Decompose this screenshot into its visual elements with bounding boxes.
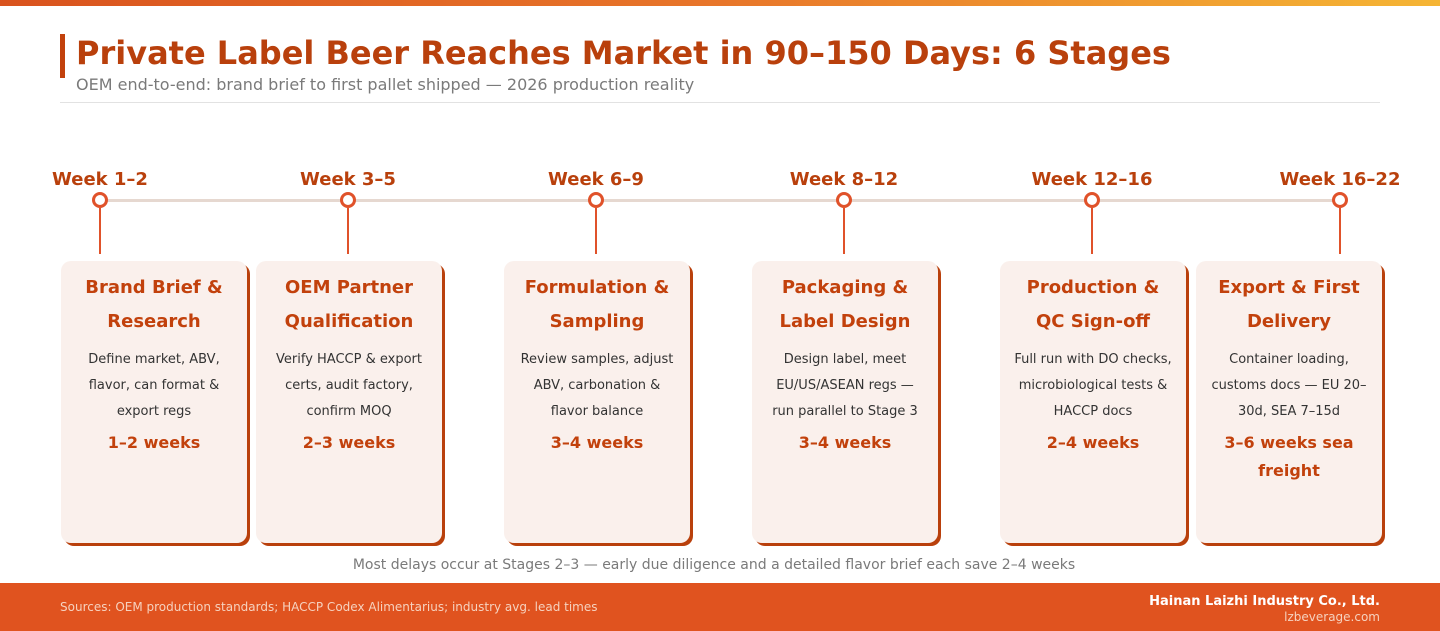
stage-4-description: Design label, meet EU/US/ASEAN regs — ru… [772,352,918,419]
stage-2-description: Verify HACCP & export certs, audit facto… [276,352,422,419]
stage-4-timeline-dot [836,192,852,208]
stage-6-timeline-dot [1332,192,1348,208]
stage-1-description: Define market, ABV, flavor, can format &… [88,352,220,419]
stage-1-duration: 1–2 weeks [107,433,201,452]
page-subtitle: OEM end-to-end: brand brief to first pal… [76,75,695,94]
header-divider [60,102,1380,103]
stage-5-week-label: Week 12–16 [1031,169,1153,190]
stage-1-card: Brand Brief & Research Define market, AB… [61,261,247,543]
footer-bar: Sources: OEM production standards; HACCP… [0,583,1440,631]
stage-2-title: OEM Partner Qualification [284,277,414,332]
stage-4-card: Packaging & Label Design Design label, m… [752,261,938,543]
stage-1-week-label: Week 1–2 [52,169,148,190]
stage-3-timeline-dot [588,192,604,208]
stage-3-week-label: Week 6–9 [548,169,644,190]
stage-5-card: Production & QC Sign-off Full run with D… [1000,261,1186,543]
stage-5-duration: 2–4 weeks [1046,433,1140,452]
stage-2-duration: 2–3 weeks [302,433,396,452]
stage-2-card: OEM Partner Qualification Verify HACCP &… [256,261,442,543]
stage-4-week-label: Week 8–12 [789,169,899,190]
stage-3-card: Formulation & Sampling Review samples, a… [504,261,690,543]
page-title: Private Label Beer Reaches Market in 90–… [76,34,1171,72]
stage-2-week-label: Week 3–5 [300,169,396,190]
stage-4-connector [843,208,845,254]
stage-6-connector [1339,208,1341,254]
stage-4-duration: 3–4 weeks [798,433,892,452]
stage-5-description: Full run with DO checks, microbiological… [1014,352,1172,419]
top-accent-bar [0,0,1440,6]
stage-6-week-label: Week 16–22 [1279,169,1401,190]
stage-3-connector [595,208,597,254]
stage-6-card: Export & First Delivery Container loadin… [1196,261,1382,543]
stage-1-timeline-dot [92,192,108,208]
stage-3-title: Formulation & Sampling [524,277,670,332]
stage-3-duration: 3–4 weeks [550,433,644,452]
stage-5-timeline-dot [1084,192,1100,208]
timeline-line [100,199,1340,202]
footnote: Most delays occur at Stages 2–3 — early … [352,557,1076,573]
stage-4-title: Packaging & Label Design [779,277,911,332]
stage-2-connector [347,208,349,254]
stage-5-connector [1091,208,1093,254]
stage-6-title: Export & First Delivery [1218,277,1360,332]
company-name: Hainan Laizhi Industry Co., Ltd. [1149,594,1380,609]
stage-5-title: Production & QC Sign-off [1026,277,1160,332]
stage-6-description: Container loading, customs docs — EU 20–… [1211,352,1367,419]
stage-1-connector [99,208,101,254]
stage-6-duration: 3–6 weeks sea freight [1224,433,1354,480]
title-accent-bar [60,34,65,78]
sources-text: Sources: OEM production standards; HACCP… [60,600,598,614]
stage-1-title: Brand Brief & Research [85,277,223,332]
stage-3-description: Review samples, adjust ABV, carbonation … [520,352,674,419]
stage-2-timeline-dot [340,192,356,208]
website-link[interactable]: lzbeverage.com [1284,610,1380,624]
